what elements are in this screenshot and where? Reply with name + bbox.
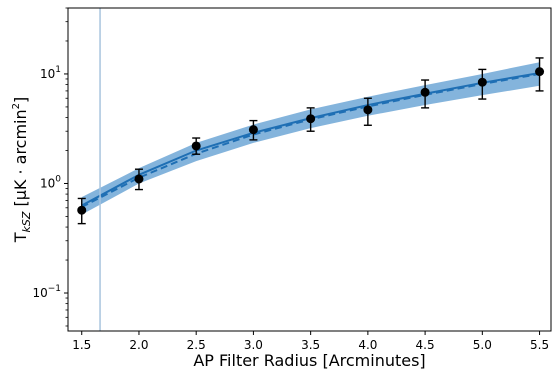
- data-point: [306, 107, 316, 132]
- data-point: [191, 137, 201, 155]
- x-tick-label: 3.0: [244, 338, 263, 352]
- data-point: [535, 57, 545, 92]
- x-tick-label: 4.5: [416, 338, 435, 352]
- x-tick-label: 4.0: [358, 338, 377, 352]
- data-marker: [306, 114, 316, 124]
- data-point: [134, 168, 144, 191]
- y-tick-label: 101: [40, 65, 61, 81]
- data-marker: [535, 67, 545, 77]
- axes-layer: 1.5 2.0 2.5 3.0 3.5 4.0 4.5 5.0 5.5 10−1 100 101: [32, 7, 552, 352]
- data-point: [363, 97, 373, 126]
- data-marker: [477, 77, 487, 87]
- axis-labels-layer: AP Filter Radius [Arcminutes] TkSZ [μK ·…: [11, 97, 426, 370]
- x-tick-label: 5.5: [530, 338, 549, 352]
- x-tick-label: 2.5: [187, 338, 206, 352]
- x-tick-label: 1.5: [72, 338, 91, 352]
- data-marker: [420, 87, 430, 97]
- y-axis-label: TkSZ [μK · arcmin2]: [11, 97, 33, 244]
- x-tick-label: 3.5: [301, 338, 320, 352]
- data-marker: [134, 174, 144, 184]
- data-marker: [248, 125, 258, 135]
- x-tick-label: 2.0: [129, 338, 148, 352]
- x-tick-label: 5.0: [473, 338, 492, 352]
- data-point: [248, 119, 258, 141]
- y-tick-label: 100: [40, 174, 61, 190]
- data-marker: [77, 205, 87, 215]
- data-point: [477, 68, 487, 100]
- data-point: [420, 79, 430, 109]
- plot-frame: [67, 7, 552, 332]
- x-axis-label: AP Filter Radius [Arcminutes]: [193, 351, 425, 370]
- data-marker: [191, 141, 201, 151]
- data-points-layer: [77, 57, 545, 225]
- data-point: [77, 197, 87, 225]
- data-marker: [363, 105, 373, 115]
- y-tick-label: 10−1: [32, 284, 61, 300]
